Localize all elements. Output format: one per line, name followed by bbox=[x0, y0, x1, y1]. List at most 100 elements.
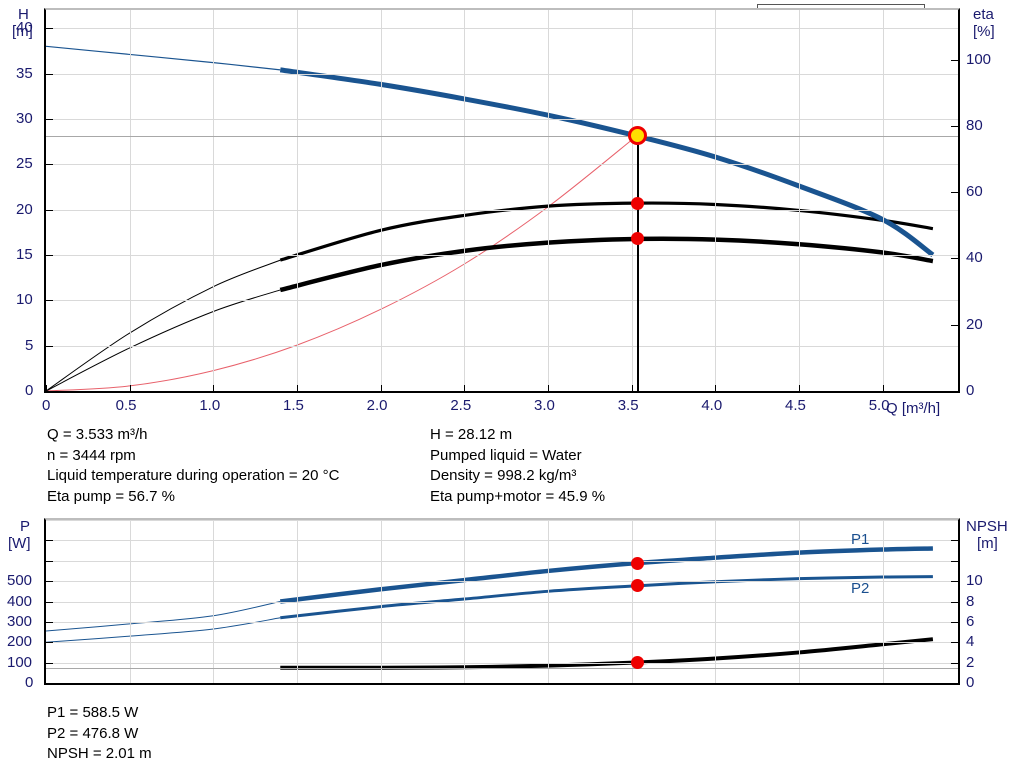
duty-info-left-line-1: Q = 3.533 m³/h bbox=[47, 426, 148, 443]
p1-curve-thin bbox=[46, 601, 281, 632]
y2-tick-label: 4 bbox=[966, 633, 975, 651]
x-tick-label: 2.0 bbox=[366, 397, 388, 414]
top-y-right-title-text: eta bbox=[973, 6, 994, 23]
bottom-y-right-title-text: NPSH bbox=[966, 518, 1008, 535]
eta-pump-curve-thin bbox=[46, 259, 281, 391]
power-info-line-3: NPSH = 2.01 m bbox=[47, 745, 152, 762]
y-tick-label: 100 bbox=[7, 653, 33, 671]
power-info-line-2: P2 = 476.8 W bbox=[47, 724, 139, 742]
duty-info-left-line-4: Eta pump = 56.7 % bbox=[47, 487, 175, 505]
x-tick-label: 1.0 bbox=[199, 397, 221, 414]
p2-curve-thin bbox=[46, 617, 281, 643]
y2-tick-label: 80 bbox=[966, 116, 983, 134]
gridline-vertical bbox=[882, 10, 884, 391]
bottom-y-left-axis-unit: [W] bbox=[8, 535, 31, 552]
gridline-vertical bbox=[799, 10, 801, 391]
gridline-vertical bbox=[715, 10, 717, 391]
bottom-y-left-title-text: P bbox=[20, 518, 31, 535]
top-x-axis-title: Q [m³/h] bbox=[886, 400, 940, 417]
gridline-horizontal bbox=[46, 118, 958, 120]
y2-tick-label: 60 bbox=[966, 183, 983, 201]
duty-info-right-line-2: Pumped liquid = Water bbox=[430, 446, 582, 464]
y2-tick-label: 6 bbox=[966, 612, 975, 630]
npsh-reference-line bbox=[46, 667, 958, 669]
power-npsh-plot bbox=[44, 518, 960, 685]
top-y-right-axis-title: eta bbox=[973, 6, 994, 23]
y-tick-label: 300 bbox=[7, 612, 33, 630]
y2-tick-label: 100 bbox=[966, 50, 992, 68]
top-y-right-axis-unit: [%] bbox=[973, 23, 995, 40]
y-tick-label: 0 bbox=[25, 382, 34, 399]
duty-point-head-line bbox=[46, 135, 958, 137]
power-info-line-1: P1 = 588.5 W bbox=[47, 704, 139, 721]
bottom-y-right-axis-title: NPSH bbox=[966, 518, 1008, 535]
gridline-horizontal bbox=[46, 345, 958, 347]
gridline-horizontal bbox=[46, 254, 958, 256]
x-tick-label: 3.5 bbox=[617, 397, 639, 414]
gridline-vertical bbox=[297, 10, 298, 391]
x-tick-label: 0.5 bbox=[115, 397, 137, 414]
y2-tick-label: 8 bbox=[966, 592, 975, 610]
y-tick-label: 20 bbox=[16, 200, 33, 218]
duty-point-vertical-line bbox=[637, 135, 639, 391]
gridline-horizontal bbox=[46, 300, 958, 302]
system-curve bbox=[46, 135, 638, 391]
y2-tick-label: 10 bbox=[966, 572, 983, 590]
duty-point-info-right: H = 28.12 m Pumped liquid = Water Density … bbox=[430, 425, 605, 507]
gridline-vertical bbox=[129, 10, 131, 391]
gridline-horizontal bbox=[46, 642, 958, 644]
y-tick-label: 35 bbox=[16, 64, 33, 82]
eta-pump-motor-curve-thin bbox=[46, 289, 281, 391]
gridline-horizontal bbox=[46, 601, 958, 603]
head-eta-plot bbox=[44, 8, 960, 393]
y-tick-label: 15 bbox=[16, 245, 33, 263]
duty-info-right-line-3: Density = 998.2 kg/m³ bbox=[430, 467, 577, 484]
duty-marker-eta-pump bbox=[630, 196, 644, 210]
x-tick-label: 2.5 bbox=[450, 397, 472, 414]
power-info-block: P1 = 588.5 W P2 = 476.8 W NPSH = 2.01 m bbox=[47, 703, 152, 765]
eta-pump-curve bbox=[279, 201, 934, 262]
top-y-right-unit-text: [%] bbox=[973, 23, 995, 40]
gridline-horizontal bbox=[46, 621, 958, 623]
gridline-horizontal bbox=[46, 209, 958, 211]
y2-tick-label: 20 bbox=[966, 315, 983, 333]
p2-curve bbox=[280, 575, 933, 620]
bottom-y-right-unit-text: [m] bbox=[977, 535, 998, 552]
gridline-horizontal bbox=[46, 540, 958, 542]
y-tick-label: 200 bbox=[7, 633, 33, 651]
y-tick-label: 10 bbox=[16, 291, 33, 309]
duty-marker-p2 bbox=[630, 579, 644, 593]
duty-info-right-line-4: Eta pump+motor = 45.9 % bbox=[430, 487, 606, 505]
x-tick-label: 4.0 bbox=[701, 397, 723, 414]
y-tick-label: 25 bbox=[16, 155, 33, 173]
duty-point-info-left: Q = 3.533 m³/h n = 3444 rpm Liquid tempera… bbox=[47, 425, 339, 507]
gridline-horizontal bbox=[46, 28, 958, 30]
bottom-y-right-axis-unit: [m] bbox=[977, 535, 998, 552]
y-tick-label: 5 bbox=[25, 336, 34, 354]
duty-info-left-line-2: n = 3444 rpm bbox=[47, 446, 136, 464]
gridline-vertical bbox=[213, 10, 215, 391]
x-tick-label: 3.0 bbox=[534, 397, 555, 414]
x-tick-label: 1.5 bbox=[283, 397, 304, 414]
duty-info-right-line-1: H = 28.12 m bbox=[430, 426, 513, 443]
x-tick-label: 4.5 bbox=[785, 397, 806, 414]
gridline-horizontal bbox=[46, 164, 958, 166]
gridline-horizontal bbox=[46, 73, 958, 75]
y-tick-label: 400 bbox=[7, 592, 33, 610]
y2-tick-label: 2 bbox=[966, 653, 975, 671]
p1-curve bbox=[280, 546, 933, 604]
head-curve bbox=[279, 67, 935, 257]
y-tick-label: 500 bbox=[7, 572, 33, 590]
y2-tick-label: 0 bbox=[966, 674, 975, 691]
gridline-vertical bbox=[464, 10, 466, 391]
top-y-left-unit-text: [m] bbox=[12, 23, 33, 40]
y-tick-label: 0 bbox=[25, 674, 34, 691]
gridline-horizontal bbox=[46, 662, 958, 664]
p2-series-label: P2 bbox=[851, 580, 870, 597]
y2-tick-label: 40 bbox=[966, 249, 983, 267]
duty-point-marker[interactable] bbox=[627, 126, 647, 146]
duty-marker-npsh bbox=[630, 656, 644, 670]
p1-series-label: P1 bbox=[851, 531, 870, 548]
top-x-title-text: Q [m³/h] bbox=[886, 400, 941, 417]
